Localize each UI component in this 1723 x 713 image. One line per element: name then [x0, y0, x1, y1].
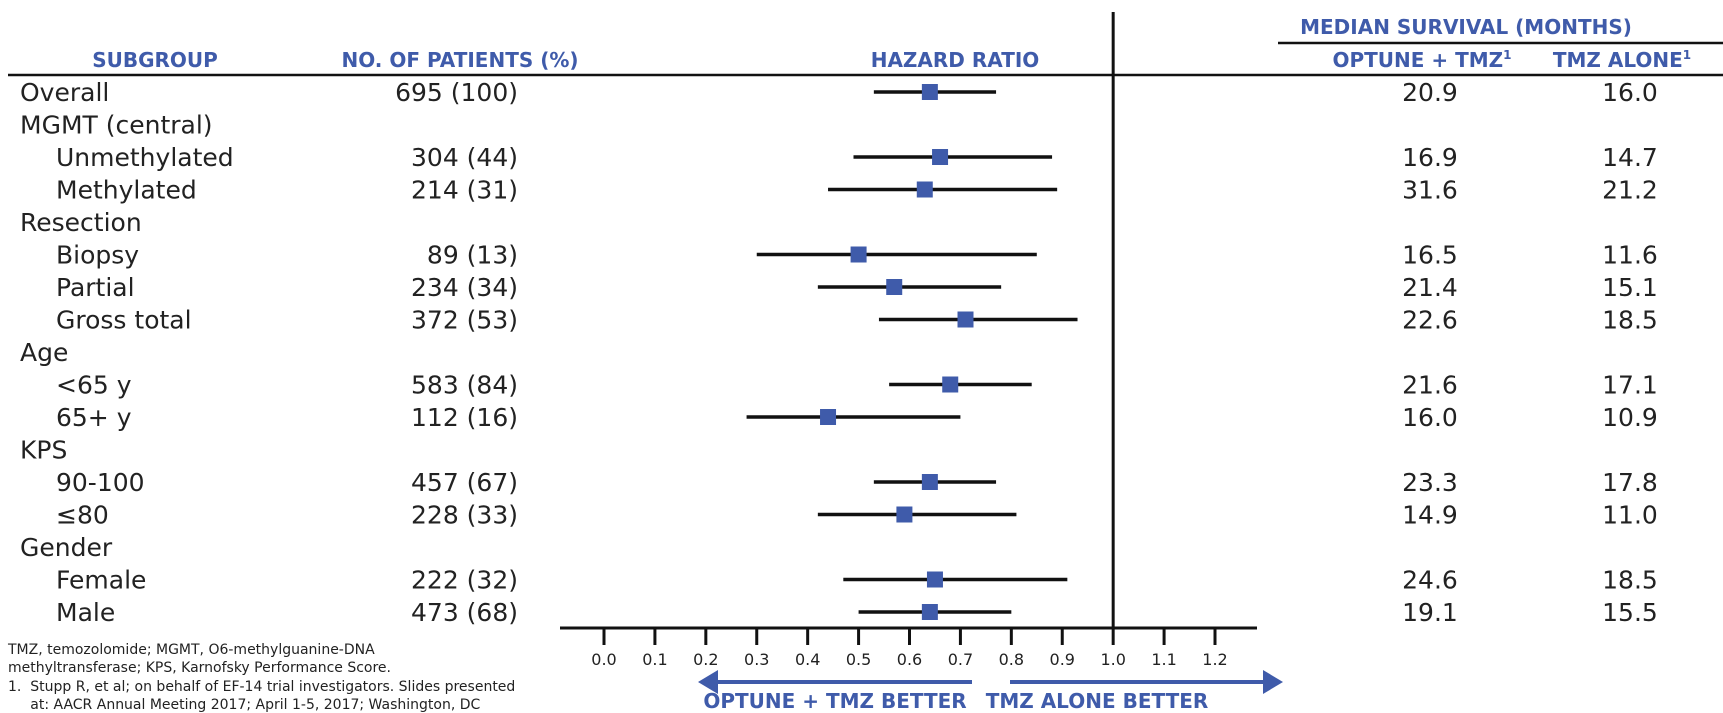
tmz-better-label: TMZ ALONE BETTER	[986, 689, 1209, 713]
optune-median-value: 22.6	[1402, 306, 1458, 335]
optune-median-value: 16.0	[1402, 403, 1458, 432]
hazard-ratio-marker	[957, 311, 974, 328]
hazard-ratio-marker	[820, 409, 837, 425]
x-tick-label: 0.2	[693, 650, 718, 669]
hazard-ratio-header: HAZARD RATIO	[871, 48, 1040, 72]
footnote-line-2: methyltransferase; KPS, Karnofsky Perfor…	[8, 660, 391, 676]
hazard-ratio-marker	[850, 246, 867, 263]
tmz-median-value: 18.5	[1602, 566, 1658, 595]
hazard-ratio-marker	[921, 84, 938, 100]
row-label: 90-100	[56, 468, 145, 497]
row-label: Resection	[20, 208, 142, 237]
x-tick-label: 0.0	[591, 650, 616, 669]
tmz-median-value: 17.8	[1602, 468, 1658, 497]
x-tick-label: 0.1	[642, 650, 667, 669]
row-label: KPS	[20, 436, 67, 465]
x-tick-label: 0.6	[897, 650, 922, 669]
x-tick-label: 1.2	[1202, 650, 1227, 669]
row-label: ≤80	[56, 501, 109, 530]
tmz-median-value: 21.2	[1602, 176, 1658, 205]
x-tick-label: 0.3	[744, 650, 769, 669]
footnote-line-1: TMZ, temozolomide; MGMT, O6-methylguanin…	[7, 642, 375, 658]
footnote-line-4: at: AACR Annual Meeting 2017; April 1-5,…	[8, 697, 481, 713]
optune-better-arrow	[698, 670, 972, 694]
row-label: Biopsy	[56, 241, 139, 270]
patients-value: 372 (53)	[411, 306, 518, 335]
patients-value: 583 (84)	[411, 371, 518, 400]
hazard-ratio-marker	[921, 474, 938, 490]
row-label: Female	[56, 566, 146, 595]
hazard-ratio-marker	[916, 181, 933, 198]
row-label: Partial	[56, 273, 135, 302]
x-tick-label: 0.9	[1050, 650, 1075, 669]
x-tick-label: 0.8	[999, 650, 1024, 669]
patients-value: 304 (44)	[411, 143, 518, 172]
row-label: Overall	[20, 78, 109, 107]
optune-median-value: 20.9	[1402, 78, 1458, 107]
hazard-ratio-marker	[942, 376, 959, 393]
x-tick-label: 1.0	[1100, 650, 1125, 669]
row-label: 65+ y	[56, 403, 132, 432]
subgroup-header: SUBGROUP	[92, 48, 218, 72]
optune-median-value: 16.9	[1402, 143, 1458, 172]
tmz-median-value: 11.0	[1602, 501, 1658, 530]
optune-better-label: OPTUNE + TMZ BETTER	[703, 689, 966, 713]
patients-value: 473 (68)	[411, 598, 518, 627]
x-tick-label: 0.7	[948, 650, 973, 669]
tmz-median-value: 17.1	[1602, 371, 1658, 400]
row-label: Gross total	[56, 306, 192, 335]
x-tick-label: 0.5	[846, 650, 871, 669]
optune-tmz-header: OPTUNE + TMZ1	[1332, 48, 1511, 72]
patients-value: 112 (16)	[411, 403, 518, 432]
tmz-median-value: 14.7	[1602, 143, 1658, 172]
tmz-median-value: 11.6	[1602, 241, 1658, 270]
row-label: Gender	[20, 533, 113, 562]
x-tick-label: 0.4	[795, 650, 820, 669]
patients-value: 234 (34)	[411, 273, 518, 302]
patients-value: 214 (31)	[411, 176, 518, 205]
hazard-ratio-marker	[926, 571, 943, 588]
median-survival-header: MEDIAN SURVIVAL (MONTHS)	[1300, 15, 1632, 39]
row-label: Male	[56, 598, 115, 627]
tmz-better-arrow	[1010, 670, 1283, 694]
optune-median-value: 24.6	[1402, 566, 1458, 595]
x-tick-label: 1.1	[1151, 650, 1176, 669]
tmz-alone-header: TMZ ALONE1	[1553, 48, 1691, 72]
row-label: Age	[20, 338, 68, 367]
hazard-ratio-marker	[886, 279, 903, 295]
tmz-median-value: 10.9	[1602, 403, 1658, 432]
tmz-median-value: 15.1	[1602, 273, 1658, 302]
tmz-median-value: 16.0	[1602, 78, 1658, 107]
patients-value: 228 (33)	[411, 501, 518, 530]
optune-median-value: 23.3	[1402, 468, 1458, 497]
hazard-ratio-marker	[921, 604, 938, 620]
row-label: <65 y	[56, 371, 132, 400]
optune-median-value: 19.1	[1402, 598, 1458, 627]
patients-value: 695 (100)	[395, 78, 518, 107]
patients-value: 457 (67)	[411, 468, 518, 497]
footnote-line-3: 1. Stupp R, et al; on behalf of EF-14 tr…	[8, 679, 515, 695]
hazard-ratio-marker	[932, 149, 949, 165]
patients-value: 89 (13)	[427, 241, 518, 270]
tmz-median-value: 15.5	[1602, 598, 1658, 627]
patients-header: NO. OF PATIENTS (%)	[341, 48, 578, 72]
hazard-ratio-marker	[896, 506, 913, 523]
row-label: MGMT (central)	[20, 111, 213, 140]
row-label: Unmethylated	[56, 143, 234, 172]
optune-median-value: 31.6	[1402, 176, 1458, 205]
optune-median-value: 14.9	[1402, 501, 1458, 530]
optune-median-value: 16.5	[1402, 241, 1458, 270]
tmz-median-value: 18.5	[1602, 306, 1658, 335]
optune-median-value: 21.6	[1402, 371, 1458, 400]
row-label: Methylated	[56, 176, 197, 205]
patients-value: 222 (32)	[411, 566, 518, 595]
optune-median-value: 21.4	[1402, 273, 1458, 302]
